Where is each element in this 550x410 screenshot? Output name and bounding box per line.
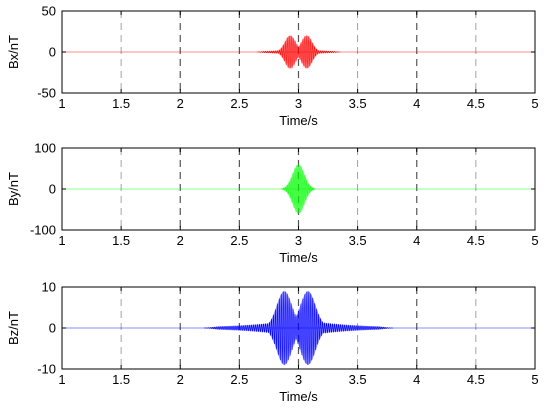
x-tick-label: 4: [413, 372, 420, 387]
x-tick-label: 4.5: [467, 233, 485, 248]
x-tick-label: 3.5: [349, 372, 367, 387]
x-tick-label: 5: [531, 96, 538, 111]
series-line: [280, 163, 317, 215]
x-tick-label: 3.5: [349, 233, 367, 248]
x-tick-label: 2: [177, 96, 184, 111]
x-tick-label: 2.5: [230, 96, 248, 111]
y-axis-label: Bz/nT: [6, 311, 21, 345]
x-axis-label: Time/s: [279, 389, 318, 404]
x-tick-label: 3.5: [349, 96, 367, 111]
x-tick-label: 4.5: [467, 372, 485, 387]
x-tick-label: 3: [295, 372, 302, 387]
x-tick-label: 2: [177, 372, 184, 387]
x-tick-label: 1.5: [112, 233, 130, 248]
y-tick-label: 10: [42, 280, 56, 295]
subplot-by: 1 1.5 2 2.5 3 3.5 4 4.5 5 100 0 -100 Time/s By/nT: [6, 141, 539, 266]
x-tick-label: 1: [58, 233, 65, 248]
y-tick-label: -50: [37, 86, 56, 101]
y-tick-label: 0: [49, 45, 56, 60]
series-line: [257, 35, 340, 69]
subplot-bx: 1 1.5 2 2.5 3 3.5 4 4.5 5 50 0 -50 Time/s Bx/nT: [6, 4, 539, 129]
x-tick-label: 2.5: [230, 372, 248, 387]
x-tick-label: 1: [58, 96, 65, 111]
y-axis-label: Bx/nT: [6, 35, 21, 69]
y-axis-label: By/nT: [6, 172, 21, 206]
y-tick-label: 0: [49, 321, 56, 336]
series-line: [203, 291, 394, 365]
x-tick-label: 2: [177, 233, 184, 248]
subplot-bz: 1 1.5 2 2.5 3 3.5 4 4.5 5 10 0 -10 Time/s Bz/nT: [6, 280, 539, 405]
x-tick-label: 4: [413, 96, 420, 111]
x-axis-label: Time/s: [279, 113, 318, 128]
y-tick-label: 100: [34, 141, 56, 156]
x-tick-label: 1.5: [112, 372, 130, 387]
y-tick-label: -10: [37, 362, 56, 377]
x-tick-label: 2.5: [230, 233, 248, 248]
x-tick-label: 4.5: [467, 96, 485, 111]
x-tick-label: 3: [295, 96, 302, 111]
x-tick-label: 5: [531, 372, 538, 387]
x-tick-label: 3: [295, 233, 302, 248]
x-tick-label: 4: [413, 233, 420, 248]
x-tick-label: 1.5: [112, 96, 130, 111]
y-tick-label: -100: [30, 223, 56, 238]
x-tick-label: 5: [531, 233, 538, 248]
y-tick-label: 50: [42, 4, 56, 19]
x-tick-label: 1: [58, 372, 65, 387]
x-axis-label: Time/s: [279, 250, 318, 265]
y-tick-label: 0: [49, 182, 56, 197]
